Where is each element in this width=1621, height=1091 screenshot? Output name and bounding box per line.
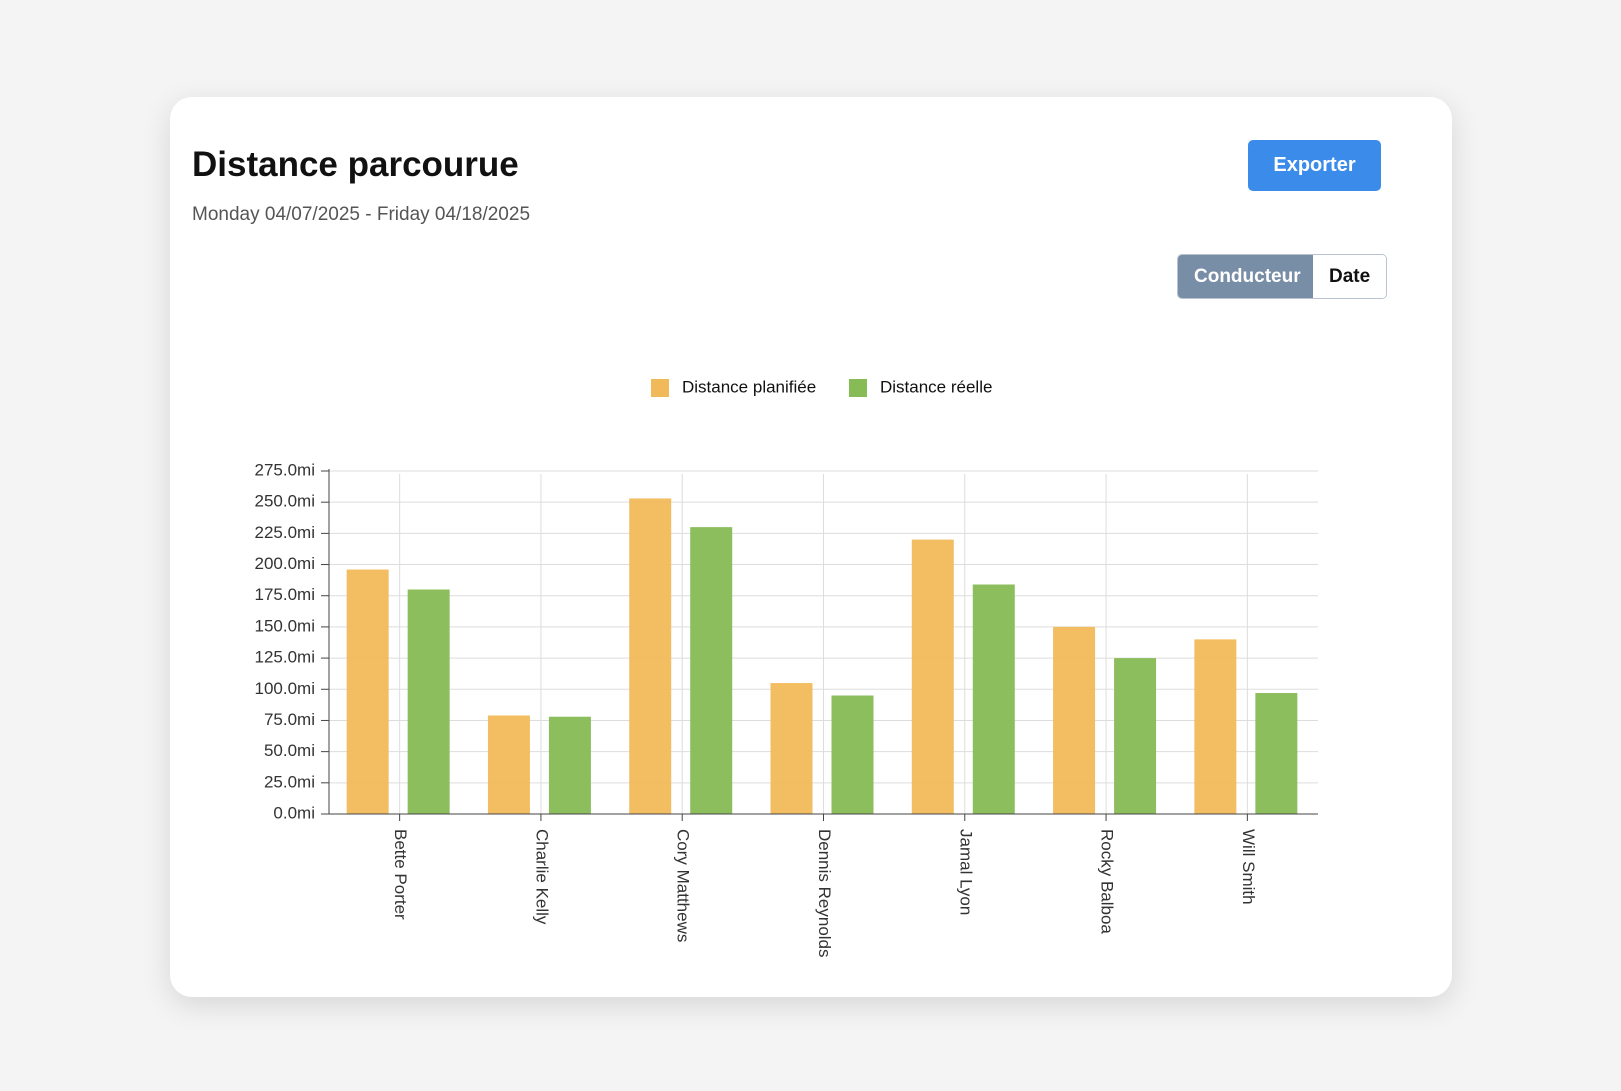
bar	[1255, 693, 1298, 814]
x-tick-label: Bette Porter	[391, 829, 410, 920]
y-tick-label: 25.0mi	[264, 772, 315, 791]
x-tick-label: Will Smith	[1239, 829, 1258, 905]
x-tick-label: Dennis Reynolds	[815, 829, 834, 958]
toggle-option[interactable]: Date	[1313, 255, 1387, 298]
y-tick-label: 275.0mi	[255, 460, 315, 479]
y-tick-label: 50.0mi	[264, 741, 315, 760]
bar	[770, 683, 813, 814]
bar	[346, 569, 389, 814]
y-tick-label: 125.0mi	[255, 648, 315, 667]
bar	[1114, 658, 1157, 814]
bar	[407, 589, 450, 814]
x-tick-label: Cory Matthews	[674, 829, 693, 942]
y-tick-label: 250.0mi	[255, 492, 315, 511]
bar	[629, 498, 672, 814]
y-tick-label: 75.0mi	[264, 710, 315, 729]
y-tick-label: 200.0mi	[255, 554, 315, 573]
toggle-option[interactable]: Conducteur	[1178, 255, 1313, 298]
y-tick-label: 150.0mi	[255, 616, 315, 635]
x-tick-label: Rocky Balboa	[1098, 829, 1117, 934]
subtitle: Monday 04/07/2025 - Friday 04/18/2025	[192, 204, 531, 225]
title: Distance parcourue	[192, 145, 519, 184]
card: Distance parcourue Monday 04/07/2025 - F…	[170, 97, 1452, 997]
bar	[1194, 639, 1237, 814]
bar	[911, 539, 954, 814]
bar	[548, 716, 591, 814]
bar	[972, 584, 1015, 814]
y-tick-label: 225.0mi	[255, 523, 315, 542]
bar	[831, 695, 874, 814]
y-tick-label: 100.0mi	[255, 679, 315, 698]
bar	[1053, 626, 1096, 814]
x-tick-label: Jamal Lyon	[956, 829, 975, 915]
legend-label: Distance planifiée	[682, 377, 816, 396]
y-tick-label: 175.0mi	[255, 585, 315, 604]
bar	[690, 527, 733, 814]
bar	[487, 715, 530, 814]
x-tick-label: Charlie Kelly	[532, 829, 551, 925]
export-button[interactable]: Exporter	[1248, 140, 1381, 191]
legend-label: Distance réelle	[880, 377, 992, 396]
legend-swatch	[651, 379, 669, 397]
legend-swatch	[849, 379, 867, 397]
view-toggle: Conducteur Date	[1177, 254, 1388, 299]
y-tick-label: 0.0mi	[273, 803, 315, 822]
